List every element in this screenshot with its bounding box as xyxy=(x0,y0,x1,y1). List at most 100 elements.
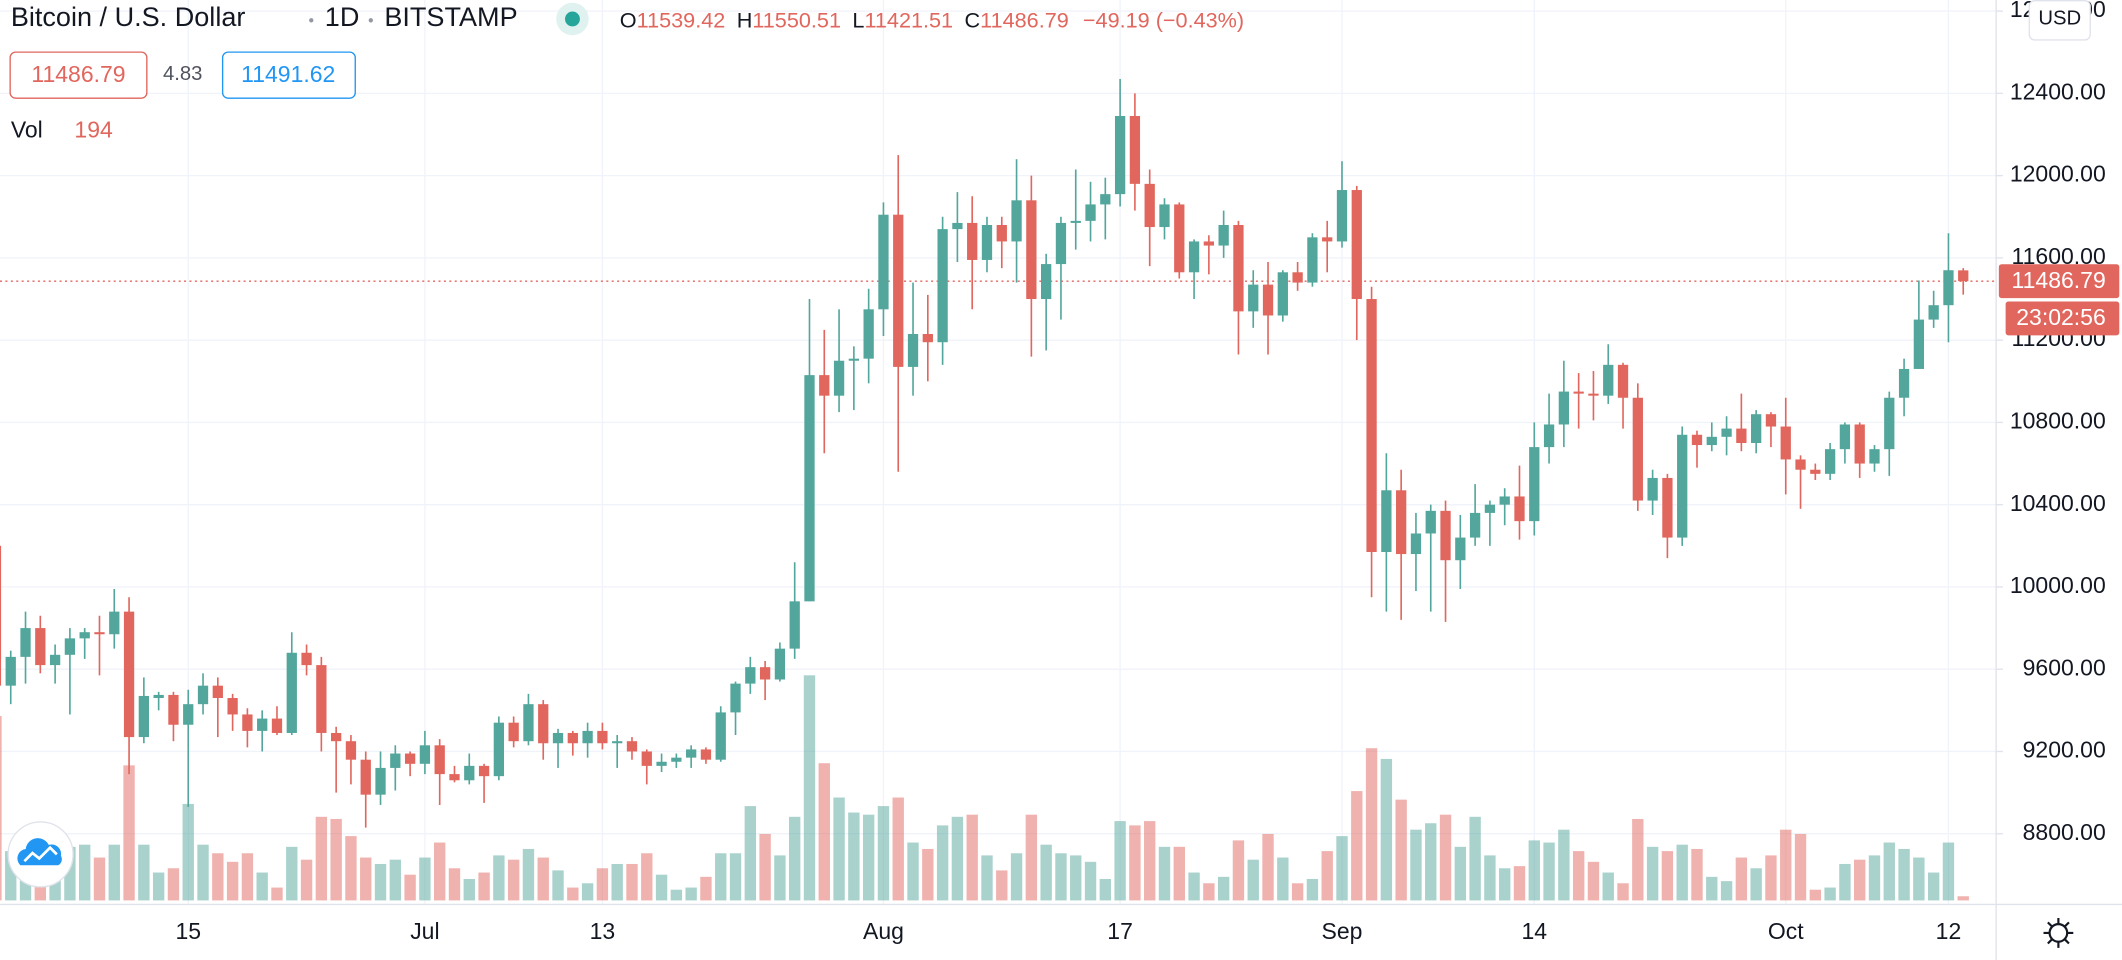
volume-bar xyxy=(759,833,771,901)
candle-body xyxy=(1943,270,1954,306)
candle-body xyxy=(1588,393,1599,396)
volume-bar xyxy=(1217,876,1230,901)
volume-bar xyxy=(448,868,461,901)
volume-bar xyxy=(996,870,1008,901)
volume-bar xyxy=(729,853,742,901)
candle-body xyxy=(848,358,860,361)
volume-bar xyxy=(1676,844,1688,901)
candle-body xyxy=(1765,414,1777,427)
candle-body xyxy=(1174,204,1185,273)
candle-body xyxy=(523,704,534,742)
volume-bar xyxy=(1055,853,1067,901)
spread: 4.83 xyxy=(163,63,203,85)
currency: USD xyxy=(2038,7,2081,29)
volume-bar xyxy=(1277,857,1289,901)
volume-bar xyxy=(1188,872,1200,901)
candle-body xyxy=(1721,428,1732,437)
volume-bar xyxy=(419,857,431,901)
volume-bar xyxy=(1646,846,1659,901)
candle-body xyxy=(123,611,135,738)
currency-button[interactable] xyxy=(2028,0,2091,41)
volume-bar xyxy=(5,851,17,901)
x-tick-label: Sep xyxy=(1322,918,1363,944)
candle-body xyxy=(1114,115,1126,195)
candle-body xyxy=(538,704,549,744)
close-value: 11486.79 xyxy=(980,7,1069,32)
volume-bar xyxy=(1913,857,1925,901)
volume-layer xyxy=(0,675,1969,901)
volume-bar xyxy=(936,825,949,901)
candle-body xyxy=(1898,368,1910,398)
volume-bar xyxy=(167,868,180,901)
sell-button[interactable] xyxy=(9,51,148,99)
candle-body xyxy=(819,375,830,396)
volume-bar xyxy=(1232,840,1245,901)
ohlc-label: L xyxy=(852,7,864,32)
volume-bar xyxy=(1543,842,1555,901)
volume-bar xyxy=(818,763,830,901)
candle-body xyxy=(1958,270,1969,282)
volume-bar xyxy=(1898,848,1910,901)
volume-bar xyxy=(1114,821,1126,901)
separator-dot xyxy=(309,18,314,23)
volume-bar xyxy=(434,842,446,901)
volume-bar xyxy=(64,846,76,901)
volume-bar xyxy=(1839,863,1851,901)
candle-body xyxy=(1100,194,1111,205)
candle-body xyxy=(833,360,845,396)
candle-body xyxy=(345,741,357,760)
volume-bar xyxy=(1957,896,1969,901)
candle-body xyxy=(612,741,623,744)
y-tick-label: 9200.00 xyxy=(2023,737,2106,763)
candle-body xyxy=(375,767,386,795)
y-tick-label: 10400.00 xyxy=(2010,490,2106,516)
candle-body xyxy=(1469,512,1481,538)
volume-bar xyxy=(848,812,860,901)
candle-body xyxy=(700,749,712,760)
candle-body xyxy=(1026,200,1037,300)
volume-bar xyxy=(1247,859,1259,901)
x-tick-label: 14 xyxy=(1521,918,1547,944)
candle-body xyxy=(671,757,682,762)
gear-ring xyxy=(2048,923,2069,943)
candle-body xyxy=(1425,510,1436,534)
volume-bar xyxy=(1750,868,1762,901)
volume-bar xyxy=(641,853,653,901)
candle-body xyxy=(804,375,815,602)
candle-body xyxy=(197,685,209,705)
candle-body xyxy=(49,654,61,666)
candle-body xyxy=(301,652,312,666)
volume-bar xyxy=(1632,818,1644,901)
volume-bar xyxy=(1144,821,1156,901)
volume-bar xyxy=(93,857,106,901)
high-value: 11550.51 xyxy=(752,7,841,32)
candle-body xyxy=(1277,272,1288,316)
volume-bar xyxy=(522,848,535,901)
volume-bar xyxy=(655,874,668,901)
volume-bar xyxy=(1854,859,1866,901)
ohlc-label: C xyxy=(965,7,981,32)
y-tick-label: 10800.00 xyxy=(2010,407,2106,433)
x-tick-label: 12 xyxy=(1936,918,1962,944)
candle-body xyxy=(227,698,238,715)
candle-body xyxy=(138,695,150,738)
volume-bar xyxy=(374,863,387,901)
volume-bar xyxy=(241,853,254,901)
candle-body xyxy=(1085,204,1096,221)
volume-bar xyxy=(345,836,357,901)
settings-icon[interactable] xyxy=(2043,918,2074,948)
volume-label: Vol xyxy=(11,116,43,142)
volume-bar xyxy=(1765,855,1777,901)
volume-bar xyxy=(507,859,520,901)
change-value: −49.19 (−0.43%) xyxy=(1083,7,1244,32)
volume-bar xyxy=(1070,855,1082,901)
candle-body xyxy=(1070,220,1081,223)
candle-body xyxy=(1144,183,1155,228)
volume-bar xyxy=(1454,846,1467,901)
interval[interactable]: 1D xyxy=(325,1,360,32)
buy-button[interactable] xyxy=(221,51,356,99)
candle-body xyxy=(1159,204,1170,228)
candle-body xyxy=(1558,391,1570,425)
symbol-title: Bitcoin / U.S. Dollar xyxy=(11,1,246,32)
